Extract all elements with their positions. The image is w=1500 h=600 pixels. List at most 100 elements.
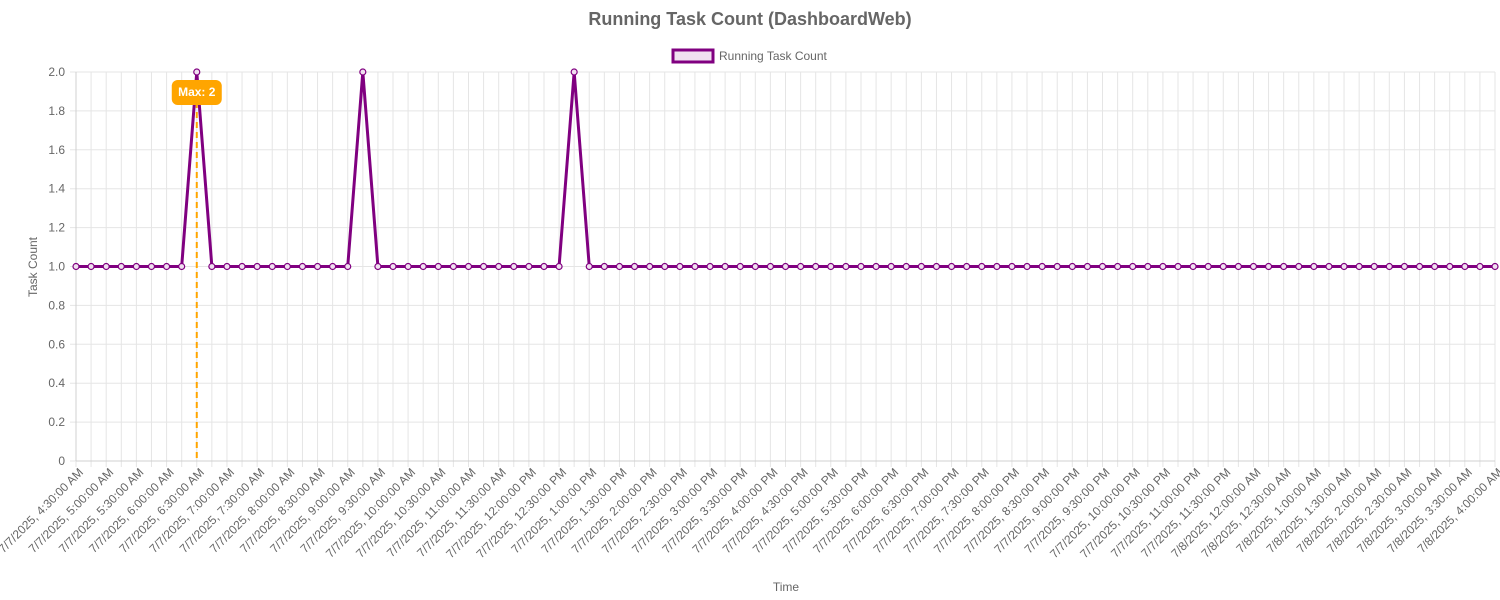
data-point[interactable] (1431, 262, 1439, 271)
data-point[interactable] (1053, 262, 1061, 271)
data-point[interactable] (1476, 262, 1484, 271)
data-point[interactable] (646, 262, 654, 271)
data-point[interactable] (268, 262, 276, 271)
data-point[interactable] (1189, 262, 1197, 271)
data-point[interactable] (238, 262, 246, 271)
x-axis-title: Time (773, 580, 800, 594)
data-point[interactable] (1008, 262, 1016, 271)
data-point[interactable] (1023, 262, 1031, 271)
data-point[interactable] (585, 262, 593, 271)
legend-label: Running Task Count (719, 49, 828, 63)
data-point[interactable] (389, 262, 397, 271)
data-point[interactable] (1234, 262, 1242, 271)
data-point[interactable] (993, 262, 1001, 271)
data-point[interactable] (781, 262, 790, 271)
data-point[interactable] (132, 262, 140, 271)
data-point[interactable] (706, 262, 714, 271)
data-point[interactable] (1144, 262, 1152, 271)
data-point[interactable] (1295, 262, 1303, 271)
data-point[interactable] (1325, 262, 1333, 271)
data-point[interactable] (178, 262, 186, 271)
data-point[interactable] (87, 262, 95, 271)
data-point[interactable] (1174, 262, 1182, 271)
data-point[interactable] (1415, 262, 1424, 271)
data-point[interactable] (615, 262, 624, 271)
series: Max: 2 (72, 68, 1499, 271)
data-point[interactable] (1098, 262, 1107, 271)
data-point[interactable] (872, 262, 880, 271)
data-point[interactable] (298, 262, 307, 271)
data-point[interactable] (1355, 262, 1363, 271)
data-point[interactable] (147, 262, 156, 271)
data-point[interactable] (495, 262, 503, 271)
data-point[interactable] (1249, 262, 1258, 271)
data-point[interactable] (1204, 262, 1212, 271)
data-point[interactable] (751, 262, 759, 271)
data-point[interactable] (329, 262, 337, 271)
data-point[interactable] (1400, 262, 1409, 271)
data-point[interactable] (1385, 262, 1393, 271)
data-point[interactable] (842, 262, 850, 271)
data-point[interactable] (600, 262, 608, 271)
data-point[interactable] (525, 262, 533, 271)
data-point[interactable] (253, 262, 261, 271)
legend[interactable]: Running Task Count (671, 48, 828, 64)
data-point[interactable] (736, 262, 744, 271)
data-point[interactable] (1083, 262, 1092, 271)
data-point[interactable] (1114, 262, 1122, 271)
data-point[interactable] (812, 262, 820, 271)
data-point[interactable] (434, 262, 442, 271)
data-point[interactable] (344, 262, 352, 271)
data-point[interactable] (1159, 262, 1167, 271)
data-point[interactable] (313, 262, 322, 271)
data-point[interactable] (1280, 262, 1288, 271)
data-point[interactable] (479, 262, 488, 271)
data-point[interactable] (449, 262, 457, 271)
data-point[interactable] (827, 262, 835, 271)
data-point[interactable] (661, 262, 669, 271)
data-point[interactable] (1461, 262, 1469, 271)
data-point[interactable] (796, 262, 805, 271)
data-point[interactable] (947, 262, 956, 271)
data-point[interactable] (1219, 262, 1227, 271)
data-point[interactable] (932, 262, 941, 271)
y-tick-label: 0 (58, 454, 65, 468)
data-point[interactable] (766, 262, 775, 271)
data-point[interactable] (374, 262, 382, 271)
data-point[interactable] (117, 262, 125, 271)
data-point[interactable] (464, 262, 473, 271)
data-point[interactable] (1310, 262, 1318, 271)
data-point[interactable] (1370, 262, 1378, 271)
data-point[interactable] (887, 262, 895, 271)
data-point[interactable] (404, 262, 412, 271)
data-point[interactable] (978, 262, 986, 271)
data-point[interactable] (419, 262, 427, 271)
data-point[interactable] (902, 262, 910, 271)
data-point[interactable] (857, 262, 865, 271)
data-point[interactable] (1068, 262, 1076, 271)
data-point[interactable] (283, 262, 291, 271)
data-point[interactable] (1038, 262, 1046, 271)
data-point[interactable] (162, 262, 171, 271)
data-point[interactable] (193, 68, 201, 76)
data-point[interactable] (510, 262, 518, 271)
data-point[interactable] (1264, 262, 1273, 271)
data-point[interactable] (1340, 262, 1348, 271)
data-point[interactable] (208, 262, 216, 271)
data-point[interactable] (223, 262, 231, 271)
data-point[interactable] (102, 262, 110, 271)
data-point[interactable] (555, 262, 563, 271)
data-point[interactable] (963, 262, 971, 271)
data-point[interactable] (721, 262, 729, 271)
data-point[interactable] (917, 262, 925, 271)
data-point[interactable] (691, 262, 699, 271)
data-point[interactable] (570, 68, 578, 76)
data-point[interactable] (676, 262, 684, 271)
data-point[interactable] (1129, 262, 1137, 271)
data-point[interactable] (630, 262, 639, 271)
data-point[interactable] (359, 68, 367, 76)
data-point[interactable] (540, 262, 548, 271)
data-point[interactable] (1446, 262, 1454, 271)
data-point[interactable] (1491, 262, 1499, 271)
data-point[interactable] (72, 262, 80, 271)
